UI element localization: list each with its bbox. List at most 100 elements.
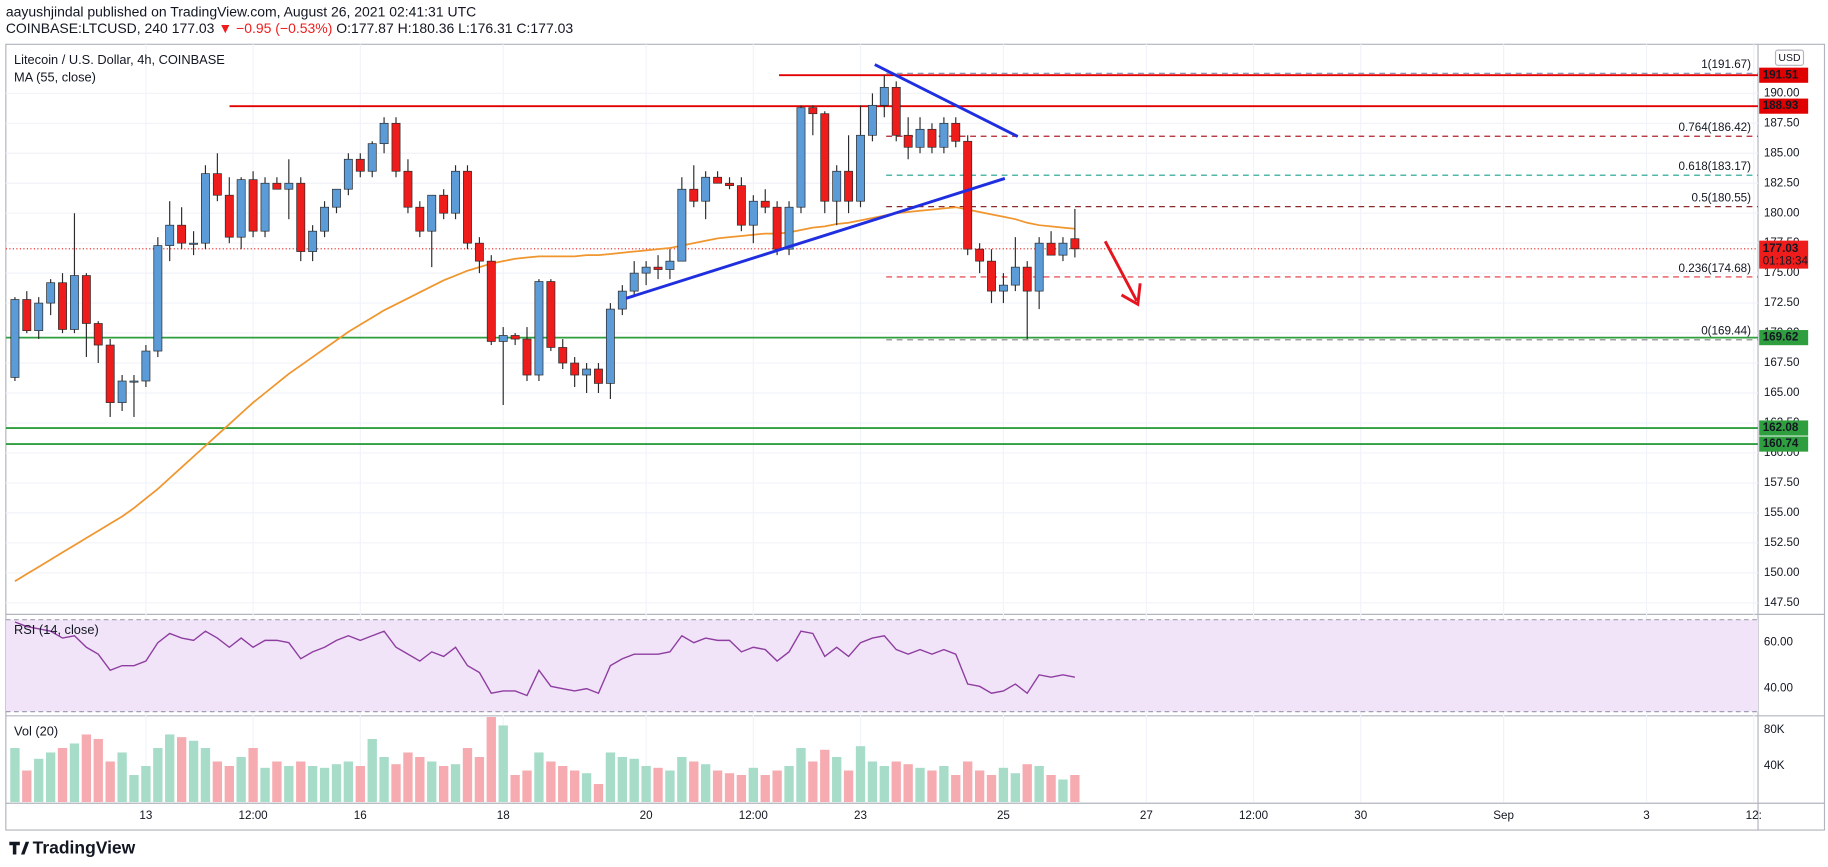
candle-body: [951, 122, 961, 142]
candle-body: [915, 128, 925, 148]
candle-body: [70, 275, 79, 330]
candle-body: [177, 224, 187, 244]
trendline: [874, 63, 1019, 138]
candle-body: [760, 200, 770, 208]
y-tick-label: 165.00: [1764, 386, 1800, 399]
volume-bar: [343, 761, 354, 803]
volume-bar: [974, 770, 985, 803]
candle-body: [343, 158, 353, 190]
volume-bar: [307, 766, 318, 803]
x-tick-label: 16: [354, 809, 367, 822]
x-tick-label: 18: [497, 809, 510, 822]
candle-body: [260, 182, 270, 232]
candle-body: [463, 170, 472, 244]
candle-body: [844, 170, 853, 202]
candle-body: [605, 308, 615, 384]
candle-body: [856, 134, 865, 202]
rsi-tick-label: 60.00: [1764, 636, 1794, 649]
candle-body: [1058, 242, 1068, 256]
rsi-band: [5, 619, 1759, 712]
x-tick-label: 12:00: [1239, 809, 1269, 822]
candle-body: [748, 200, 758, 226]
volume-bar: [34, 758, 44, 803]
volume-bar: [57, 747, 68, 803]
volume-bar: [260, 767, 270, 803]
volume-bar: [581, 773, 592, 803]
volume-bar: [45, 752, 56, 803]
volume-bar: [450, 764, 461, 803]
candle-body: [1046, 242, 1056, 256]
volume-bar: [188, 740, 199, 803]
volume-bar: [486, 716, 496, 803]
volume-bar: [832, 756, 842, 803]
y-tick-label: 155.00: [1764, 506, 1800, 519]
volume-bar: [1022, 764, 1032, 803]
last: 177.03: [172, 20, 215, 36]
volume-bar: [617, 756, 627, 803]
volume-bar: [665, 770, 675, 803]
x-tick-label: 12:: [1746, 809, 1762, 822]
volume-bar: [165, 734, 175, 803]
candle-body: [582, 368, 592, 376]
x-tick-label: 30: [1354, 809, 1367, 822]
candle-body: [641, 266, 651, 274]
volume-bar: [10, 747, 20, 803]
candle-body: [808, 107, 818, 115]
candle-body: [736, 185, 746, 226]
x-tick-label: 3: [1643, 809, 1649, 822]
x-tick-label: 25: [997, 809, 1010, 822]
volume-bar: [22, 770, 32, 803]
volume-bar: [117, 752, 127, 803]
x-tick-label: 20: [640, 809, 653, 822]
volume-bar: [629, 758, 639, 803]
candle-body: [355, 158, 365, 172]
candle-body: [474, 242, 484, 262]
volume-bar: [712, 770, 723, 803]
candle-body: [987, 260, 996, 292]
candle-body: [927, 128, 937, 148]
frame: [5, 43, 1826, 831]
volume-bar: [319, 767, 330, 803]
candle-body: [93, 323, 103, 346]
candle-body: [832, 170, 842, 202]
candle-body: [320, 206, 329, 232]
candle-body: [653, 266, 663, 270]
candle-body: [272, 182, 282, 190]
volume-bar: [129, 775, 139, 803]
brand: TradingView: [33, 837, 136, 857]
candle-body: [498, 335, 508, 342]
y-tick-label: 185.00: [1764, 146, 1800, 159]
arrow-head: [1120, 283, 1142, 307]
volume-bar: [522, 770, 532, 803]
volume-bar: [724, 773, 735, 803]
fib-label: 0.5(180.55): [1691, 192, 1751, 205]
volume-bar: [903, 764, 913, 803]
level-badge: [1759, 67, 1809, 83]
volume-bar: [296, 761, 306, 803]
currency-badge[interactable]: [1774, 49, 1805, 66]
volume-bar: [939, 766, 949, 803]
candle-body: [486, 260, 496, 342]
volume-bar: [248, 747, 258, 803]
candle-body: [891, 86, 901, 136]
last-price-badge: [1759, 240, 1809, 269]
candle-body: [415, 206, 425, 232]
fib-label: 1(191.67): [1701, 58, 1751, 71]
candle-body: [379, 122, 389, 145]
level-value: 160.74: [1763, 437, 1799, 450]
volume-bar: [653, 767, 663, 803]
candle-body: [332, 188, 341, 208]
y-tick-label: 172.50: [1764, 296, 1800, 309]
volume-bar: [986, 775, 997, 803]
pane-title: Litecoin / U.S. Dollar, 4h, COINBASE: [14, 52, 225, 67]
candle-body: [10, 299, 20, 378]
candle-body: [534, 281, 544, 376]
x-tick-label: Sep: [1493, 809, 1514, 822]
candle-body: [81, 275, 91, 324]
candle-body: [939, 122, 949, 148]
candle-body: [129, 380, 139, 383]
y-tick-label: 182.50: [1764, 176, 1800, 189]
volume-bar: [462, 747, 473, 803]
volume-bar: [427, 761, 437, 803]
volume-bar: [212, 761, 223, 803]
